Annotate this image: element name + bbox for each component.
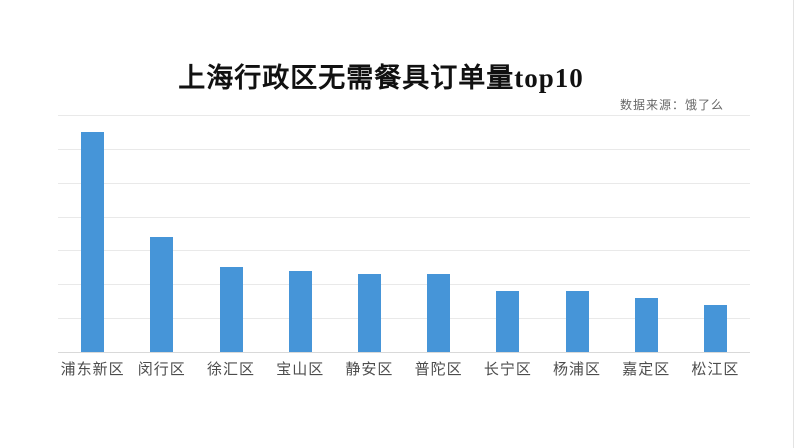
bar xyxy=(703,304,727,352)
gridline xyxy=(58,182,750,184)
bar-column xyxy=(542,115,611,352)
gridline xyxy=(58,318,750,320)
bar xyxy=(288,270,312,352)
bar-column xyxy=(681,115,750,352)
x-axis-label: 静安区 xyxy=(345,362,394,378)
x-axis-labels: 浦东新区 闵行区 徐汇区 宝山区 静安区 普陀区 长宁区 杨浦区 嘉定区 松江区 xyxy=(58,358,750,379)
x-axis-label: 长宁区 xyxy=(483,362,532,378)
bar-column xyxy=(196,115,265,352)
x-axis-label: 浦东新区 xyxy=(60,362,125,378)
x-axis-label: 闵行区 xyxy=(137,362,186,378)
x-axis-label: 松江区 xyxy=(691,362,740,378)
gridline xyxy=(58,148,750,150)
bar-column xyxy=(266,115,335,352)
gridline xyxy=(58,284,750,286)
bar-column xyxy=(473,115,542,352)
gridline xyxy=(58,250,750,252)
bar xyxy=(81,131,105,352)
gridline xyxy=(58,115,750,116)
bar-column xyxy=(127,115,196,352)
bar xyxy=(565,291,589,352)
chart-title: 上海行政区无需餐具订单量top10 xyxy=(178,63,584,93)
bar xyxy=(219,267,243,352)
bar-column xyxy=(58,115,127,352)
x-axis-label: 宝山区 xyxy=(276,362,325,378)
bar xyxy=(634,297,658,352)
bar xyxy=(357,274,381,352)
bar-column xyxy=(404,115,473,352)
bar xyxy=(150,236,174,352)
gridline xyxy=(58,216,750,218)
bars-row xyxy=(58,115,750,352)
x-axis-label: 嘉定区 xyxy=(622,362,671,378)
plot-area xyxy=(58,115,750,353)
x-axis-label: 杨浦区 xyxy=(553,362,602,378)
bar-column xyxy=(335,115,404,352)
x-axis-label: 徐汇区 xyxy=(207,362,256,378)
x-axis-label: 普陀区 xyxy=(414,362,463,378)
bar xyxy=(427,274,451,352)
data-source-note: 数据来源：饿了么 xyxy=(619,98,724,112)
bar xyxy=(496,291,520,352)
right-edge-divider xyxy=(793,0,794,448)
bar-column xyxy=(612,115,681,352)
